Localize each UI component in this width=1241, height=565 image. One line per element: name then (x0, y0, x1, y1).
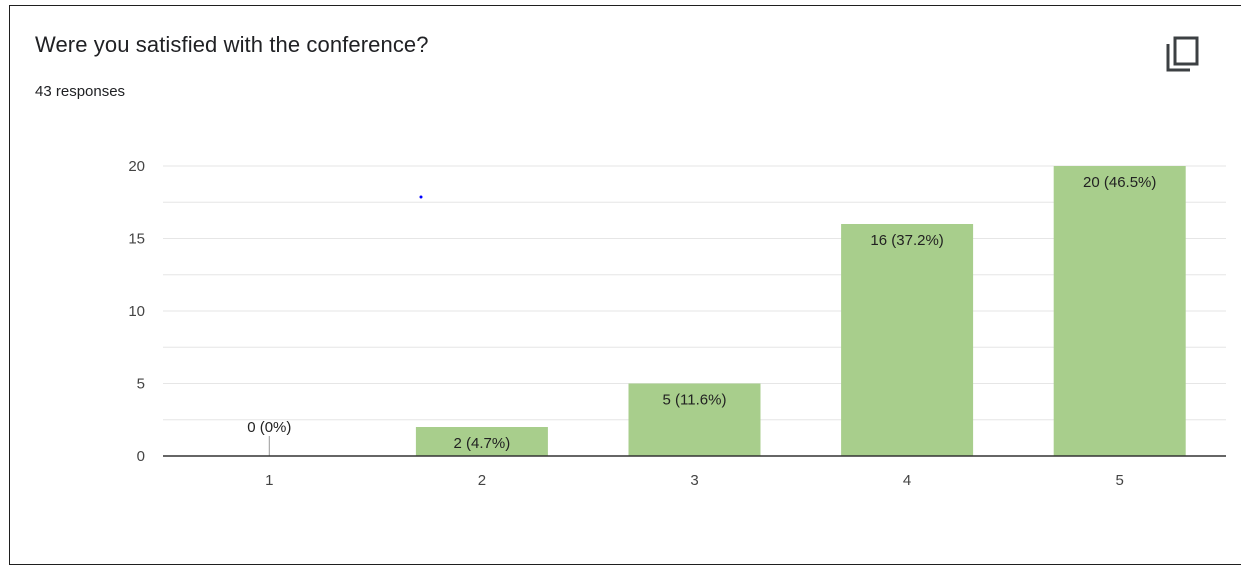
x-axis-tick-labels: 1 2 3 4 5 (265, 472, 1124, 489)
data-label: 5 (11.6%) (663, 392, 727, 409)
x-tick-label: 1 (265, 472, 273, 489)
x-tick-label: 5 (1116, 472, 1124, 489)
bar-4 (841, 224, 974, 456)
y-tick-label: 15 (128, 231, 145, 248)
y-tick-label: 5 (137, 376, 145, 393)
chart-bars (268, 166, 1186, 456)
stray-dot (419, 195, 423, 199)
response-count: 43 responses (35, 83, 126, 100)
copy-icon (1164, 34, 1204, 74)
data-label: 16 (37.2%) (870, 232, 943, 249)
bar-2 (415, 427, 548, 456)
y-axis-tick-labels: 0 5 10 15 20 (128, 158, 145, 465)
question-card (9, 5, 1241, 565)
data-label: 20 (46.5%) (1083, 174, 1156, 191)
y-tick-label: 20 (128, 158, 145, 175)
data-label: 2 (4.7%) (454, 435, 511, 452)
y-tick-label: 0 (137, 448, 145, 465)
bar-5 (1053, 166, 1186, 456)
data-label: 0 (0%) (247, 419, 291, 436)
y-tick-label: 10 (128, 303, 145, 320)
copy-chart-button[interactable] (1164, 34, 1204, 74)
bar-3 (628, 383, 761, 456)
x-tick-label: 3 (690, 472, 698, 489)
question-title: Were you satisfied with the conference? (35, 32, 429, 57)
x-tick-label: 4 (903, 472, 911, 489)
x-tick-label: 2 (478, 472, 486, 489)
chart-data-labels: 0 (0%) 2 (4.7%) 5 (11.6%) 16 (37.2%) 20 (46.… (247, 174, 1156, 452)
